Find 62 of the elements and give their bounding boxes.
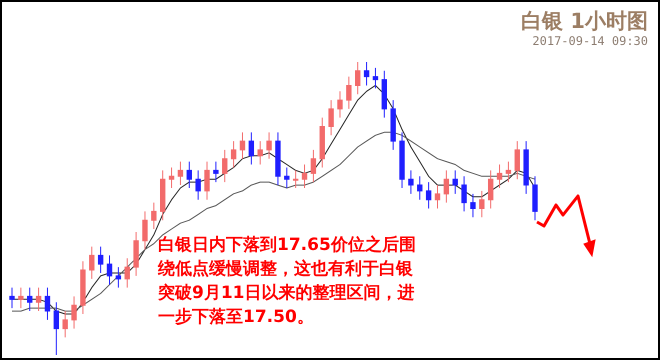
candlestick — [98, 246, 104, 274]
annotation: 白银日内下落到17.65价位之后围绕低点缓慢调整，这也有利于白银突破9月11日以来的整理区间，进一步下落至17.50。 — [158, 234, 417, 329]
candlestick — [222, 149, 228, 183]
candlestick — [240, 132, 246, 160]
candlestick — [496, 164, 502, 188]
candlestick — [151, 202, 157, 230]
candlestick — [364, 62, 370, 86]
candlestick — [62, 310, 68, 338]
candlestick — [116, 266, 122, 288]
candlestick — [444, 170, 450, 204]
candlestick — [195, 170, 201, 200]
candlestick — [488, 170, 494, 209]
candlestick — [523, 140, 529, 194]
candlestick — [390, 100, 396, 150]
candlestick — [408, 170, 414, 194]
candlestick — [36, 287, 42, 312]
candlestick — [80, 260, 86, 314]
candlestick — [213, 161, 219, 183]
candlestick — [284, 166, 290, 188]
text: 2017-09-14 09:30 — [532, 34, 648, 48]
candlestick — [168, 166, 174, 188]
candlestick — [275, 132, 281, 186]
candlestick — [310, 149, 316, 183]
candlestick — [328, 100, 334, 136]
candlestick — [426, 182, 432, 209]
candlestick — [532, 176, 538, 221]
candlestick — [89, 246, 94, 280]
candlestick — [372, 67, 378, 89]
candlestick — [44, 287, 50, 320]
candlestick — [355, 62, 360, 95]
candlestick — [133, 231, 139, 276]
candlestick — [292, 170, 298, 188]
candlestick — [479, 190, 485, 218]
candlestick — [506, 161, 512, 183]
candlestick — [434, 184, 440, 209]
candlestick — [337, 90, 343, 118]
candlestick — [514, 140, 520, 180]
candlestick — [266, 132, 272, 160]
candlestick — [160, 170, 166, 221]
candlestick — [470, 193, 476, 218]
candlestick — [27, 287, 32, 312]
candlestick — [124, 258, 130, 288]
candlestick — [186, 161, 192, 188]
candlestick — [461, 176, 467, 212]
candlestick — [452, 170, 458, 194]
candlestick — [248, 132, 254, 166]
text: 白银 1小时图 — [521, 8, 648, 35]
candlestick — [18, 287, 24, 309]
candlestick — [71, 296, 77, 330]
candlestick — [320, 117, 325, 168]
candlestick — [382, 70, 388, 118]
candlestick — [142, 210, 148, 250]
candlestick — [178, 161, 184, 186]
candlestick — [230, 140, 236, 168]
candlestick — [346, 76, 352, 110]
candlestick — [54, 302, 60, 356]
candlestick — [258, 140, 263, 166]
candlestick — [9, 287, 15, 309]
candlestick — [204, 161, 210, 200]
candlestick — [417, 176, 422, 200]
candlestick — [106, 254, 112, 286]
candlestick — [302, 164, 308, 188]
